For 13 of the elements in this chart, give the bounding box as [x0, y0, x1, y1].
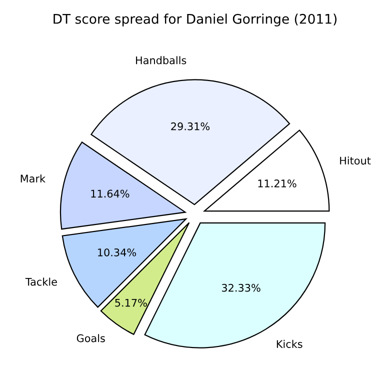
slice-label: Goals [76, 334, 105, 342]
data-label: 11.64% [91, 190, 130, 198]
slice-label: Hitout [340, 156, 371, 165]
slice-label: Handballs [136, 56, 186, 64]
data-label: 29.31% [171, 122, 210, 130]
data-label: 32.33% [222, 284, 260, 292]
slice-label: Tackle [25, 278, 57, 286]
slice-label: Mark [20, 174, 46, 183]
slice-label: Kicks [276, 340, 302, 348]
chart-title: DT score spread for Daniel Gorringe (2011) [54, 14, 337, 26]
data-label: 11.21% [258, 180, 296, 188]
data-label: 10.34% [98, 248, 136, 256]
data-label: 5.17% [115, 298, 147, 307]
